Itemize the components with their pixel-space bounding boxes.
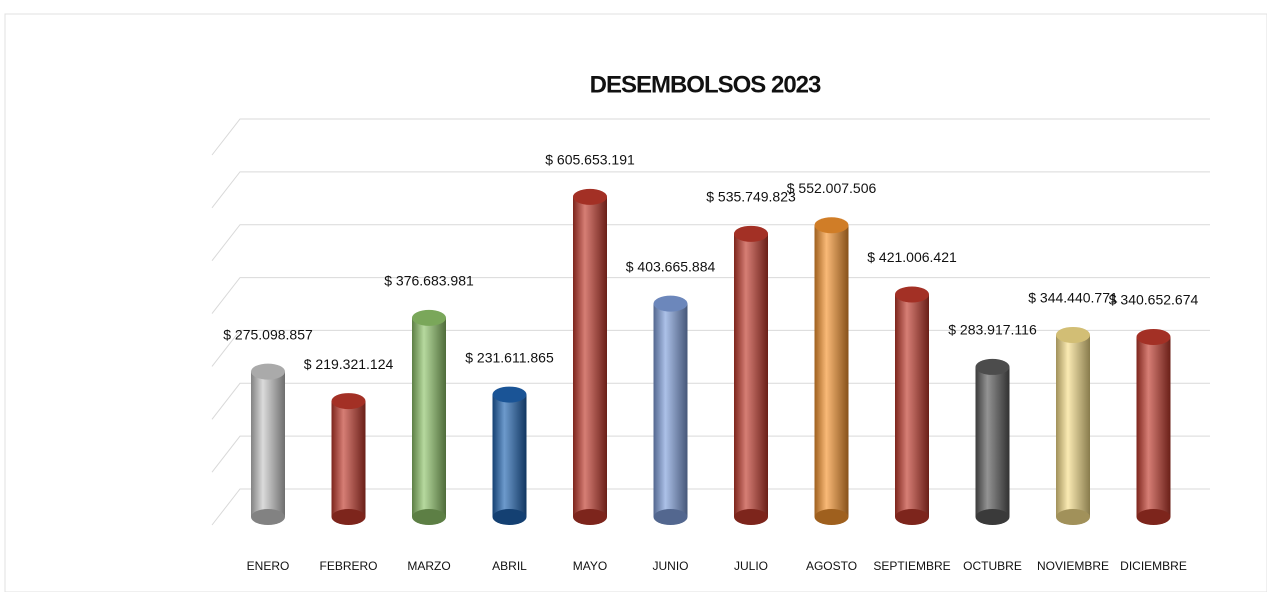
x-tick-label: ABRIL: [492, 559, 527, 573]
x-tick-label: FEBRERO: [319, 559, 377, 573]
bar-top: [734, 225, 768, 242]
x-tick-label: AGOSTO: [806, 559, 857, 573]
bar: [492, 394, 527, 517]
data-label: $ 340.652.674: [1109, 292, 1199, 308]
bar-base: [492, 509, 527, 525]
bar-top: [492, 386, 527, 403]
bar: [251, 371, 285, 517]
x-tick-label: ENERO: [247, 559, 290, 573]
data-label: $ 275.098.857: [223, 326, 313, 342]
bar-base: [251, 509, 285, 525]
bar-base: [1056, 509, 1090, 525]
grid-line: [211, 488, 1210, 526]
grid-line: [211, 435, 1210, 473]
bar-top: [1056, 326, 1090, 343]
bar-top: [412, 309, 446, 326]
bar-top: [573, 188, 607, 205]
bar-base: [895, 509, 929, 525]
bar-top: [331, 393, 366, 410]
bar-top: [1136, 328, 1171, 345]
bar-base: [975, 509, 1010, 525]
chart-title: DESEMBOLSOS 2023: [590, 71, 821, 98]
data-label: $ 219.321.124: [304, 356, 394, 372]
bar: [895, 294, 929, 517]
data-label: $ 421.006.421: [867, 249, 957, 265]
bar-top: [814, 217, 849, 234]
data-label: $ 283.917.116: [948, 322, 1037, 338]
grid-line: [211, 382, 1210, 420]
x-tick-label: OCTUBRE: [963, 559, 1022, 573]
bar-base: [1136, 509, 1171, 525]
grid-line: [211, 277, 1210, 314]
x-tick-label: MAYO: [573, 559, 607, 573]
bar-top: [251, 363, 285, 380]
data-label: $ 605.653.191: [545, 152, 635, 168]
x-tick-label: MARZO: [407, 559, 450, 573]
grid-line: [211, 329, 1210, 367]
x-tick-label: JULIO: [734, 559, 768, 573]
bar: [1056, 334, 1090, 517]
data-label: $ 344.440.771: [1028, 290, 1118, 306]
grid-line: [211, 171, 1210, 209]
bar: [975, 366, 1010, 517]
bar: [1136, 336, 1171, 517]
bar: [653, 303, 688, 517]
bar-base: [734, 509, 768, 525]
frame: [4, 13, 1267, 592]
bar: [814, 225, 849, 517]
bar-top: [895, 286, 929, 303]
bar-base: [653, 509, 688, 525]
grid-line: [211, 118, 1210, 156]
bar: [573, 196, 607, 518]
grid-line: [211, 224, 1210, 262]
bar: [331, 401, 366, 517]
bar-top: [975, 358, 1010, 375]
bar-base: [412, 509, 446, 525]
bar-base: [331, 509, 366, 525]
data-label: $ 231.611.865: [465, 349, 554, 365]
data-label: $ 403.665.884: [626, 258, 716, 274]
bar: [412, 317, 446, 517]
data-label: $ 552.007.506: [787, 180, 877, 196]
x-tick-label: DICIEMBRE: [1120, 559, 1187, 573]
bar-base: [573, 509, 607, 525]
x-tick-label: SEPTIEMBRE: [873, 559, 950, 573]
x-tick-label: JUNIO: [653, 559, 689, 573]
x-tick-label: NOVIEMBRE: [1037, 559, 1109, 573]
bar-top: [653, 295, 688, 312]
bar-base: [814, 509, 849, 525]
bar: [734, 233, 768, 518]
data-label: $ 376.683.981: [384, 273, 474, 289]
data-label: $ 535.749.823: [706, 189, 796, 205]
